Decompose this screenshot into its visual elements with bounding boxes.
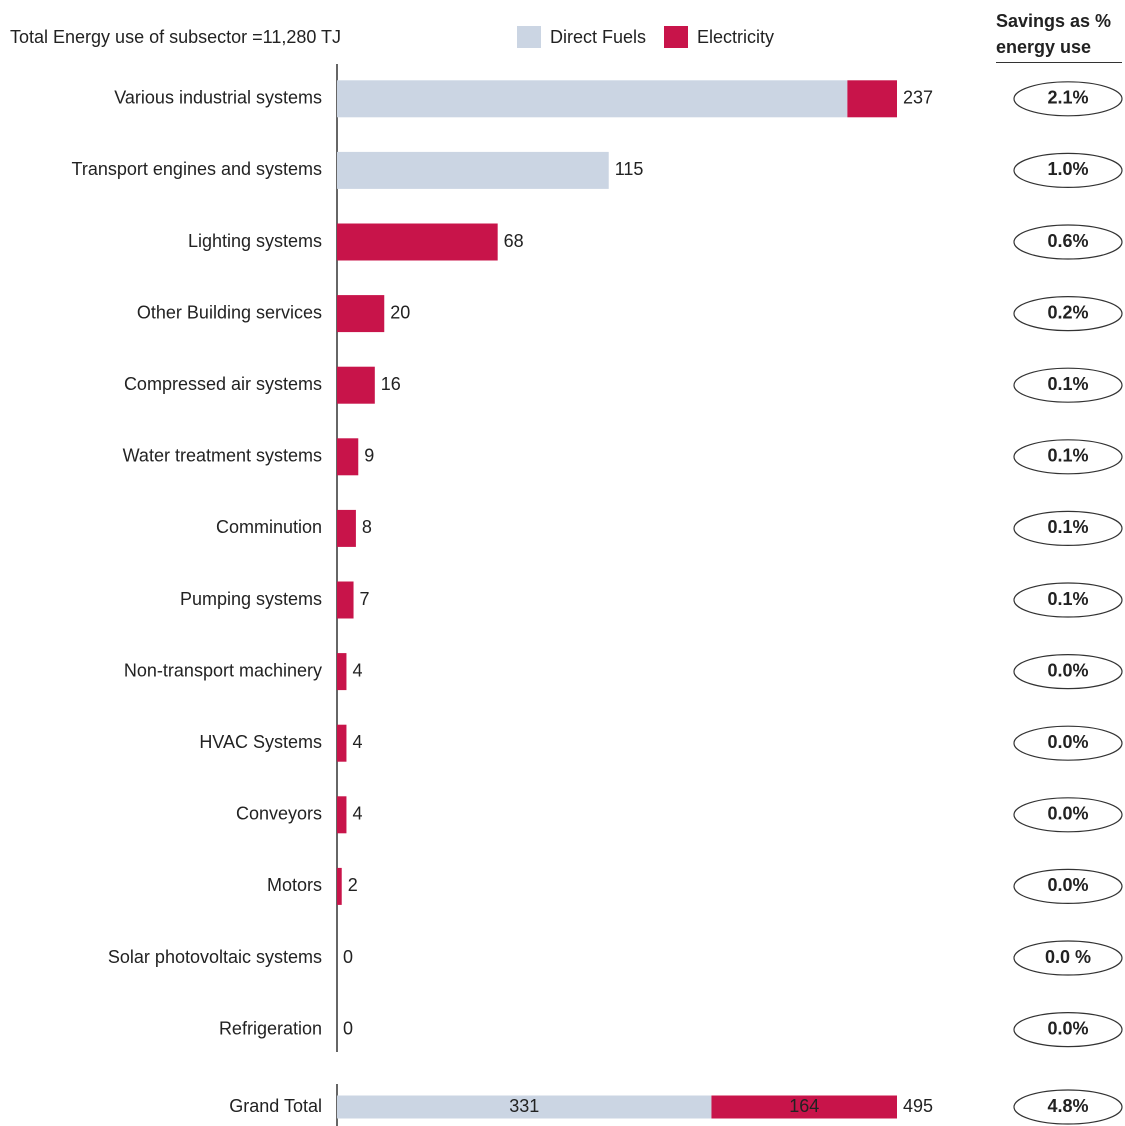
category-label: Non-transport machinery — [124, 660, 322, 680]
category-label: Motors — [267, 875, 322, 895]
category-label: HVAC Systems — [199, 732, 322, 752]
category-label: Compressed air systems — [124, 374, 322, 394]
bar-segment — [337, 509, 356, 547]
total-label: 495 — [903, 1096, 933, 1116]
savings-ellipse — [1013, 653, 1123, 690]
bar-segment — [337, 653, 347, 691]
savings-ellipse — [1013, 725, 1123, 761]
savings-label: 0.2% — [1047, 302, 1088, 322]
savings-label: 2.1% — [1047, 88, 1088, 108]
category-label: Refrigeration — [219, 1018, 322, 1038]
bar-segment — [337, 796, 347, 834]
savings-label: 0.0% — [1047, 660, 1088, 680]
savings-ellipse — [1013, 510, 1123, 547]
category-label: Solar photovoltaic systems — [108, 947, 322, 967]
total-label: 4 — [352, 660, 362, 680]
savings-ellipse — [1013, 296, 1123, 332]
savings-label: 4.8% — [1047, 1096, 1088, 1116]
category-label: Water treatment systems — [123, 446, 322, 466]
bar-segment — [337, 724, 347, 762]
savings-ellipse — [1013, 81, 1123, 117]
category-label: Pumping systems — [180, 589, 322, 609]
total-label: 68 — [504, 231, 524, 251]
savings-ellipse — [1013, 1089, 1123, 1125]
savings-ellipse — [1013, 868, 1123, 905]
legend-swatch — [664, 26, 688, 48]
savings-label: 1.0% — [1047, 159, 1088, 179]
savings-label: 0.0% — [1047, 804, 1088, 824]
total-label: 237 — [903, 88, 933, 108]
total-label: 115 — [615, 159, 644, 179]
total-label: 7 — [360, 589, 370, 609]
savings-label: 0.0% — [1047, 875, 1088, 895]
bar-segment — [337, 867, 342, 905]
savings-ellipse — [1013, 1011, 1123, 1048]
total-label: 16 — [381, 374, 401, 394]
bar-segment — [337, 223, 498, 261]
savings-ellipse — [1013, 797, 1123, 833]
savings-label: 0.0% — [1047, 732, 1088, 752]
category-label: Lighting systems — [188, 231, 322, 251]
bar-segment — [337, 151, 609, 189]
segment-label: 164 — [789, 1096, 819, 1116]
category-label: Conveyors — [236, 804, 322, 824]
bar-segment — [711, 1095, 897, 1119]
total-label: 2 — [348, 875, 358, 895]
bar-segment — [337, 581, 354, 619]
bar-segment — [337, 295, 385, 333]
bar-segment — [337, 80, 848, 118]
savings-label: 0.0% — [1047, 1018, 1088, 1038]
savings-label: 0.1% — [1047, 517, 1088, 537]
chart-subtitle: Total Energy use of subsector =11,280 TJ — [10, 27, 341, 47]
savings-header: Savings as % energy use — [996, 8, 1122, 63]
savings-ellipse — [1013, 152, 1123, 188]
category-label: Other Building services — [137, 302, 322, 322]
total-label: 8 — [362, 517, 372, 537]
bar-segment — [337, 366, 375, 404]
savings-ellipse — [1013, 367, 1123, 403]
category-label: Grand Total — [229, 1096, 322, 1116]
savings-label: 0.1% — [1047, 446, 1088, 466]
savings-ellipse — [1013, 224, 1123, 260]
legend-swatch — [517, 26, 541, 48]
bar-segment — [847, 80, 897, 118]
savings-ellipse — [1013, 940, 1123, 976]
category-label: Comminution — [216, 517, 322, 537]
savings-label: 0.6% — [1047, 231, 1088, 251]
category-label: Transport engines and systems — [72, 159, 322, 179]
savings-label: 0.0 % — [1045, 947, 1091, 967]
savings-label: 0.1% — [1047, 374, 1088, 394]
total-label: 0 — [343, 947, 353, 967]
segment-label: 331 — [509, 1096, 539, 1116]
bar-segment — [337, 1095, 712, 1119]
total-label: 4 — [352, 804, 362, 824]
savings-ellipse — [1013, 439, 1123, 475]
total-label: 9 — [364, 446, 374, 466]
total-label: 0 — [343, 1018, 353, 1038]
savings-label: 0.1% — [1047, 589, 1088, 609]
legend-label: Direct Fuels — [550, 27, 646, 47]
bar-segment — [337, 438, 359, 476]
category-label: Various industrial systems — [114, 88, 322, 108]
total-label: 4 — [352, 732, 362, 752]
savings-ellipse — [1013, 582, 1123, 618]
legend-label: Electricity — [697, 27, 774, 47]
total-label: 20 — [390, 302, 410, 322]
